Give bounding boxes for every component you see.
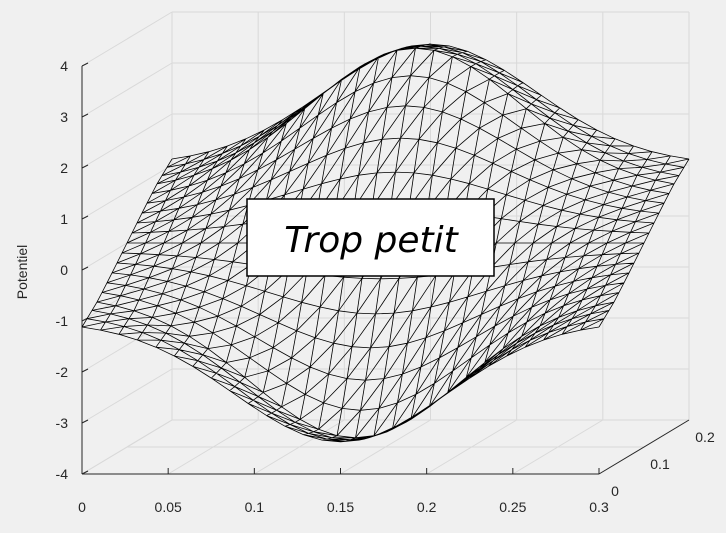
z-tick-mark	[81, 215, 89, 220]
y-tick-label: 0.2	[695, 429, 715, 445]
z-axis-label: Potentiel	[14, 245, 30, 299]
grid-line	[81, 164, 173, 220]
z-tick-label: -3	[56, 415, 69, 431]
z-tick-mark	[81, 62, 89, 67]
x-tick-label: 0.3	[589, 499, 609, 515]
x-tick-label: 0.15	[327, 499, 354, 515]
y-tick-label: 0.1	[650, 456, 670, 472]
grid-line	[81, 317, 173, 373]
z-tick-label: 0	[60, 262, 68, 278]
z-tick-label: 3	[60, 109, 68, 125]
grid-line	[81, 11, 173, 67]
surface-wireframe	[81, 43, 690, 443]
x-tick-label: 0.1	[245, 499, 265, 515]
z-tick-mark	[81, 164, 89, 169]
z-tick-mark	[81, 368, 89, 373]
x-tick-label: 0.2	[417, 499, 437, 515]
grid-line	[81, 62, 173, 118]
x-tick-label: 0.25	[499, 499, 526, 515]
z-tick-label: -4	[56, 466, 69, 482]
annotation: Trop petit	[246, 198, 495, 277]
annotation-box	[246, 198, 495, 277]
z-tick-label: -2	[56, 364, 69, 380]
y-tick-label: 0	[611, 483, 619, 499]
z-tick-mark	[81, 113, 89, 118]
x-tick-label: 0.05	[155, 499, 182, 515]
z-tick-mark	[81, 470, 89, 475]
z-tick-label: 2	[60, 160, 68, 176]
grid-line	[81, 113, 173, 169]
x-tick-labels: 0 0.05 0.1 0.15 0.2 0.25 0.3	[78, 468, 609, 515]
annotation-text: Trop petit	[284, 220, 459, 261]
z-tick-label: 1	[60, 211, 68, 227]
y-tick-labels: 0 0.1 0.2	[611, 429, 715, 499]
surface-mesh	[81, 43, 690, 443]
y-axis-line	[598, 419, 690, 475]
z-tick-labels: 4 3 2 1 0 -1 -2 -3 -4	[56, 58, 89, 482]
grid-line	[81, 368, 173, 424]
z-tick-mark	[81, 266, 89, 271]
z-tick-mark	[81, 419, 89, 424]
z-tick-label: -1	[56, 313, 69, 329]
z-tick-label: 4	[60, 58, 68, 74]
x-tick-label: 0	[78, 499, 86, 515]
